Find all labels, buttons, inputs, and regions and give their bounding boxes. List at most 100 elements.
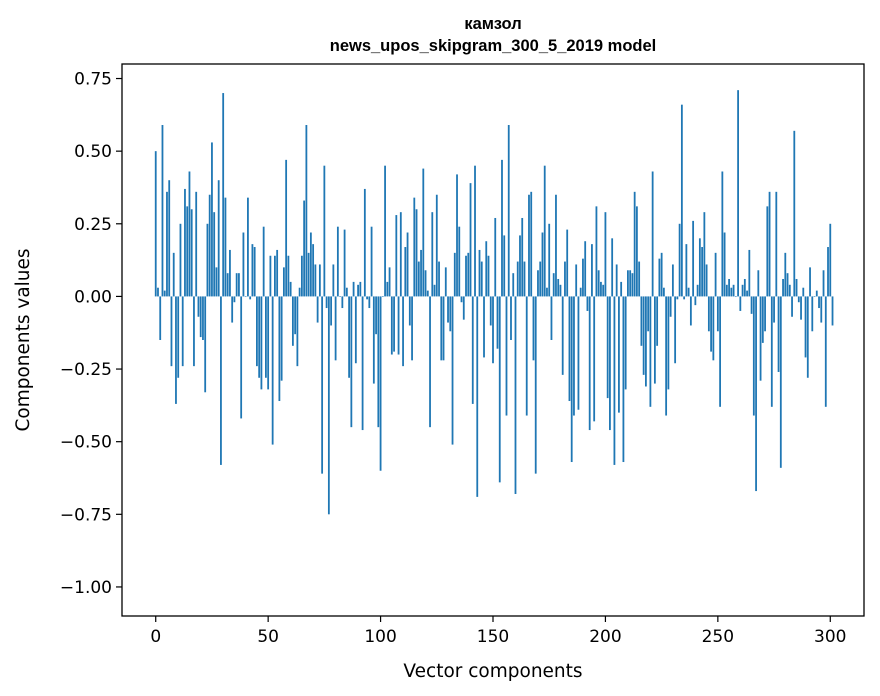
bar-component-153 — [498, 296, 501, 483]
bar-component-255 — [728, 278, 730, 297]
bar-component-10 — [177, 296, 180, 378]
bar-component-282 — [788, 284, 791, 297]
bar-component-216 — [640, 296, 643, 346]
bar-component-49 — [265, 296, 267, 378]
y-tick-label: 0.75 — [74, 70, 112, 90]
bar-component-125 — [435, 194, 438, 297]
bar-component-206 — [618, 296, 620, 413]
bar-component-285 — [795, 278, 798, 297]
bar-component-250 — [716, 296, 719, 332]
bar-component-230 — [671, 264, 674, 297]
bar-component-241 — [696, 284, 699, 297]
bar-component-209 — [624, 296, 627, 390]
bar-component-130 — [447, 296, 449, 323]
y-axis-ticks: −1.00 −0.75 −0.50 −0.25 0.00 0.25 0.50 0.75 — [60, 70, 122, 598]
bar-component-28 — [217, 180, 220, 297]
bar-component-53 — [274, 255, 276, 297]
bar-component-73 — [318, 264, 321, 297]
bar-component-85 — [345, 287, 348, 297]
bar-component-175 — [548, 223, 551, 297]
bar-component-198 — [600, 281, 602, 297]
x-axis-label: Vector components — [403, 661, 582, 682]
bar-component-117 — [417, 261, 420, 297]
bar-component-299 — [827, 247, 829, 297]
bar-component-140 — [469, 183, 472, 297]
bar-component-229 — [669, 296, 672, 317]
bar-component-247 — [710, 296, 712, 352]
bar-component-240 — [694, 296, 697, 306]
bar-component-106 — [393, 296, 395, 352]
bar-component-70 — [312, 244, 315, 297]
chart-title: камзол — [464, 15, 521, 33]
bar-component-251 — [719, 296, 721, 407]
bar-component-128 — [442, 296, 445, 361]
bar-component-200 — [604, 212, 607, 297]
bar-component-228 — [667, 296, 670, 390]
bar-component-178 — [555, 194, 557, 297]
bar-component-3 — [161, 125, 164, 297]
bar-component-39 — [242, 232, 245, 297]
bar-component-142 — [474, 165, 476, 297]
bar-component-18 — [195, 191, 198, 297]
bar-component-268 — [757, 270, 760, 297]
bar-component-184 — [568, 296, 571, 402]
bar-component-121 — [426, 290, 429, 297]
x-tick-label: 300 — [814, 627, 846, 647]
bar-component-176 — [550, 296, 553, 340]
bar-component-36 — [235, 273, 238, 297]
bar-component-131 — [449, 296, 452, 332]
bar-component-265 — [750, 296, 753, 314]
x-tick-label: 100 — [364, 627, 396, 647]
bar-component-148 — [487, 255, 490, 297]
bar-component-22 — [204, 296, 207, 393]
bar-component-152 — [496, 296, 499, 349]
bar-component-137 — [462, 296, 465, 320]
bar-component-38 — [240, 296, 243, 419]
bar-component-126 — [438, 261, 440, 297]
bar-component-256 — [730, 287, 733, 297]
bar-component-78 — [330, 296, 333, 326]
bar-component-56 — [280, 296, 283, 381]
bar-component-98 — [375, 296, 377, 335]
bar-component-62 — [294, 296, 297, 335]
bar-component-224 — [658, 258, 661, 297]
bar-component-215 — [638, 261, 641, 297]
bar-component-75 — [323, 165, 326, 297]
bar-component-273 — [768, 191, 771, 297]
bar-component-298 — [824, 296, 827, 407]
bar-component-171 — [539, 261, 542, 297]
bar-component-272 — [766, 206, 769, 297]
bar-component-172 — [541, 232, 544, 297]
y-tick-label: 0.25 — [74, 215, 112, 235]
bar-component-157 — [507, 125, 510, 297]
bar-component-190 — [582, 258, 584, 297]
bar-component-120 — [424, 270, 427, 297]
bar-component-191 — [584, 241, 587, 297]
bar-component-90 — [357, 284, 359, 297]
bar-component-214 — [636, 206, 638, 297]
bar-component-213 — [633, 191, 636, 297]
bar-component-257 — [732, 284, 735, 297]
y-tick-label: −0.75 — [60, 505, 112, 525]
bar-component-278 — [779, 296, 782, 468]
bar-component-99 — [377, 296, 380, 428]
bar-component-97 — [372, 296, 375, 384]
bar-component-219 — [647, 296, 650, 332]
bar-component-29 — [220, 296, 222, 465]
bar-component-143 — [476, 296, 479, 497]
bar-component-33 — [229, 249, 231, 297]
bar-component-227 — [665, 296, 668, 416]
bar-component-168 — [532, 296, 535, 361]
bar-component-239 — [692, 220, 695, 297]
bar-component-288 — [802, 287, 805, 297]
bar-component-127 — [440, 296, 443, 361]
bar-component-201 — [606, 296, 609, 399]
bar-component-264 — [748, 249, 751, 297]
bar-component-279 — [782, 278, 784, 297]
bar-component-138 — [465, 255, 467, 297]
bar-component-55 — [278, 296, 281, 402]
bar-component-86 — [348, 296, 350, 378]
bar-component-118 — [420, 249, 422, 297]
bar-component-275 — [773, 296, 775, 323]
